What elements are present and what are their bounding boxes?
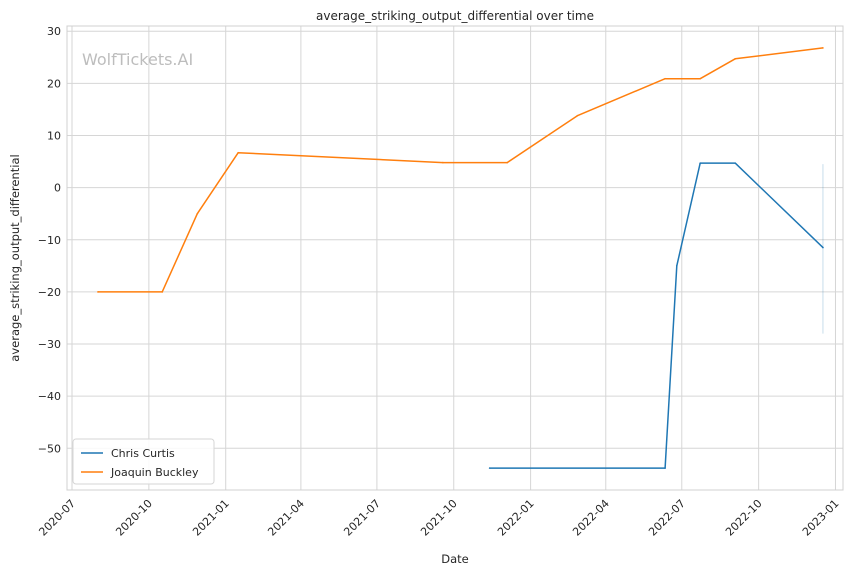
data-point-joaquin-buckley — [196, 212, 199, 215]
data-point-chris-curtis — [734, 162, 737, 164]
series-line-chris-curtis — [489, 162, 824, 469]
data-point-chris-curtis — [822, 246, 824, 249]
data-point-chris-curtis — [675, 265, 678, 267]
chart-title: average_striking_output_differential ove… — [316, 9, 594, 23]
data-point-joaquin-buckley — [506, 161, 509, 164]
data-point-joaquin-buckley — [822, 47, 824, 49]
data-point-chris-curtis — [488, 467, 491, 469]
data-point-joaquin-buckley — [97, 291, 99, 293]
plot-frame — [66, 25, 844, 491]
data-point-joaquin-buckley — [734, 58, 737, 60]
data-point-joaquin-buckley — [576, 114, 579, 117]
y-tick-label: −10 — [38, 234, 61, 247]
y-tick-label: −20 — [38, 286, 61, 299]
data-point-chris-curtis — [699, 162, 701, 164]
plot-area — [67, 26, 843, 490]
legend-label-joaquin-buckley: Joaquin Buckley — [110, 466, 199, 479]
y-tick-label: −30 — [38, 338, 61, 351]
data-point-joaquin-buckley — [161, 291, 164, 293]
y-tick-label: 20 — [47, 77, 61, 90]
legend: Chris Curtis Joaquin Buckley — [72, 438, 215, 485]
data-point-joaquin-buckley — [442, 161, 444, 164]
watermark: WolfTickets.AI — [82, 50, 193, 69]
legend-box — [72, 438, 215, 485]
y-tick-label: −50 — [38, 442, 61, 455]
y-tick-label: 30 — [47, 25, 61, 38]
data-point-joaquin-buckley — [237, 151, 240, 154]
x-axis-title: Date — [441, 552, 469, 566]
y-axis-title: average_striking_output_differential — [8, 154, 22, 361]
y-tick-label: 10 — [47, 129, 61, 142]
data-point-chris-curtis — [664, 467, 666, 469]
legend-label-chris-curtis: Chris Curtis — [111, 447, 175, 460]
y-tick-label: −40 — [38, 390, 61, 403]
data-point-joaquin-buckley — [699, 77, 701, 80]
series-layer — [97, 47, 824, 469]
y-tick-label: 0 — [54, 182, 61, 195]
data-point-joaquin-buckley — [664, 77, 666, 80]
